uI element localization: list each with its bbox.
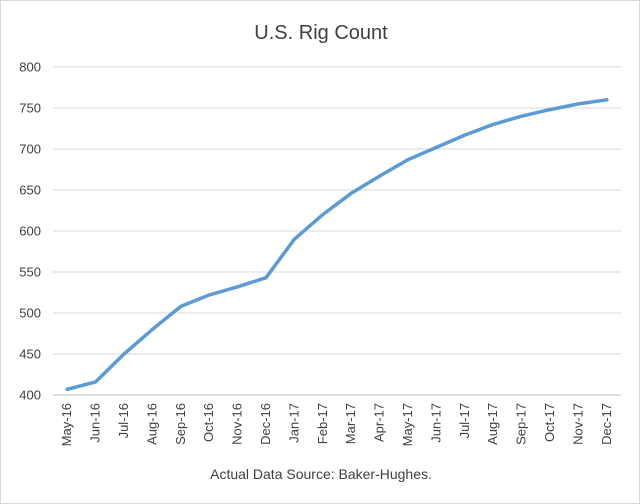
x-tick-label: Oct-17 [542,403,557,442]
source-caption: Actual Data Source: Baker-Hughes. [210,466,432,482]
data-point-Dec-17 [605,98,609,102]
x-tick-label: Sep-16 [173,403,188,445]
chart-title: U.S. Rig Count [254,22,388,44]
data-point-Oct-17 [548,108,552,112]
data-point-Mar-17 [349,191,353,195]
data-point-Aug-17 [491,122,495,126]
y-tick-label: 650 [19,183,41,198]
y-axis-ticks: 400 450 500 550 600 650 700 750 800 [19,60,41,403]
x-tick-label: Aug-17 [485,403,500,445]
x-tick-label: Dec-17 [599,403,614,445]
x-tick-label: Jun-17 [428,403,443,443]
x-tick-label: Nov-16 [230,403,245,445]
y-tick-label: 600 [19,224,41,239]
data-point-Jan-17 [292,237,296,241]
x-tick-label: Jul-17 [457,403,472,438]
data-point-Aug-16 [150,327,154,331]
data-point-Jul-16 [122,352,126,356]
data-point-Sep-16 [179,304,183,309]
series-points [65,98,609,391]
x-tick-label: Dec-16 [258,403,273,445]
data-point-May-16 [65,387,69,391]
data-point-Feb-17 [321,213,325,217]
x-tick-label: Nov-17 [570,403,585,445]
y-tick-label: 700 [19,142,41,157]
x-tick-label: Feb-17 [315,403,330,444]
x-tick-label: Jun-16 [88,403,103,443]
y-tick-label: 450 [19,347,41,362]
x-tick-label: Mar-17 [343,403,358,444]
x-tick-label: Jan-17 [286,403,301,443]
y-tick-label: 800 [19,60,41,75]
x-tick-label: May-16 [59,403,74,446]
x-tick-label: Jul-16 [116,403,131,438]
x-tick-label: Apr-17 [372,403,387,442]
data-point-Jun-17 [434,145,438,149]
data-point-Dec-16 [264,276,268,280]
x-tick-label: May-17 [400,403,415,446]
x-tick-label: Sep-17 [514,403,529,445]
x-tick-label: Oct-16 [201,403,216,442]
y-tick-label: 400 [19,388,41,403]
data-point-Jul-17 [463,133,467,137]
y-tick-label: 500 [19,306,41,321]
data-point-May-17 [406,158,410,162]
data-point-Oct-16 [207,293,211,297]
data-point-Jun-16 [94,380,98,384]
gridlines [53,66,621,355]
data-point-Apr-17 [378,174,382,178]
series-line-rig-count [65,98,609,392]
y-tick-label: 750 [19,101,41,116]
x-tick-label: Aug-16 [144,403,159,445]
data-point-Nov-17 [576,102,581,106]
data-point-Nov-16 [236,285,240,289]
data-point-Sep-17 [520,114,524,118]
y-tick-label: 550 [19,265,41,280]
x-axis-ticks: May-16 Jun-16 Jul-16 Aug-16 Sep-16 Oct-16 Nov-… [59,403,614,446]
